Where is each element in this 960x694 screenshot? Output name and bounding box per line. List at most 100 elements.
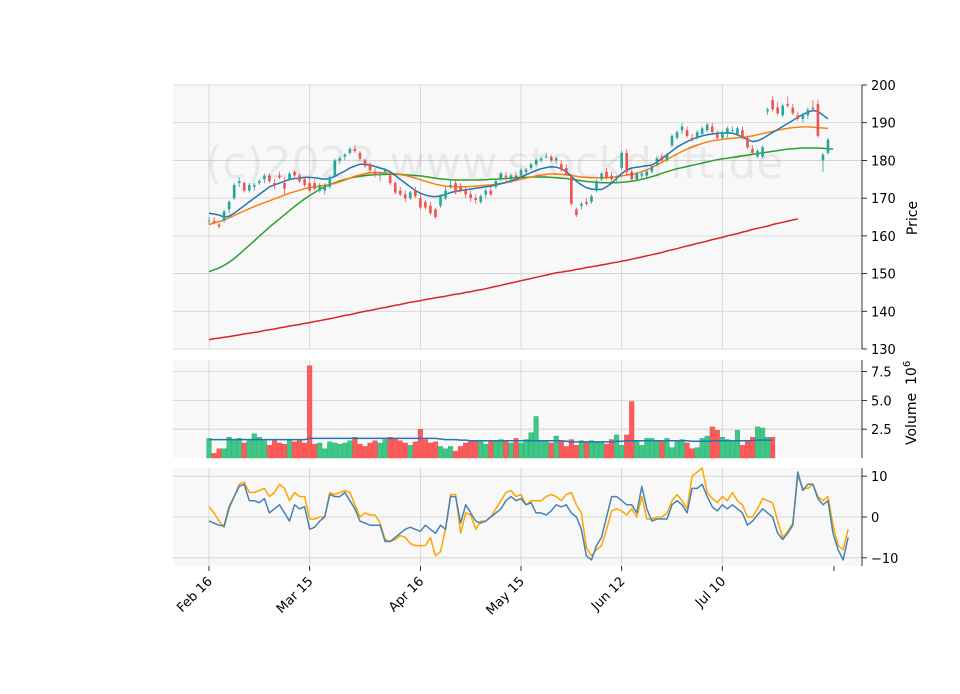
volume-bar: [760, 427, 766, 459]
candle-body: [368, 164, 372, 170]
volume-bar: [503, 440, 509, 459]
candle-body: [323, 186, 327, 191]
candle-body: [791, 107, 795, 114]
candle-body: [554, 158, 558, 161]
volume-axis-label: Volume: [904, 393, 920, 445]
candle-body: [610, 175, 613, 180]
volume-bar: [342, 442, 348, 459]
candle-body: [459, 186, 462, 191]
candle-body: [419, 198, 422, 208]
candle-body: [715, 134, 719, 138]
volume-bar: [372, 440, 378, 459]
candle-body: [781, 105, 785, 116]
price-y-tick-label: 200: [871, 79, 896, 94]
candle-body: [414, 190, 417, 197]
volume-bar: [639, 445, 645, 459]
candle-body: [504, 175, 508, 178]
volume-bar: [619, 445, 625, 459]
volume-bar: [221, 448, 227, 459]
volume-bar: [674, 441, 680, 459]
volume-bar: [599, 441, 605, 459]
price-y-tick-label: 160: [871, 230, 896, 245]
candle-body: [645, 171, 649, 176]
volume-bar: [236, 438, 242, 459]
volume-bar: [568, 439, 574, 459]
volume-bar: [724, 439, 730, 459]
candle-body: [766, 109, 769, 112]
candle-body: [484, 190, 488, 195]
candle-body: [388, 175, 392, 184]
candle-body: [590, 196, 593, 202]
volume-bar: [563, 446, 569, 459]
candle-body: [605, 171, 608, 178]
ma-red-line: [208, 218, 798, 341]
volume-bar: [744, 441, 750, 459]
volume-y-tick-label: 7.5: [871, 366, 892, 381]
candle-body: [680, 126, 684, 131]
candle-body: [736, 128, 739, 135]
price-y-tick-label: 170: [871, 192, 896, 207]
volume-bar: [644, 438, 650, 459]
candle-body: [348, 149, 352, 153]
volume-bar: [287, 439, 293, 459]
volume-bar: [206, 438, 212, 459]
candle-body: [217, 224, 221, 227]
candle-body: [751, 149, 754, 153]
candle-body: [278, 175, 281, 178]
volume-bar: [654, 441, 660, 459]
candle-body: [207, 220, 211, 222]
price-axis-label: Price: [905, 201, 921, 235]
candle-body: [298, 175, 301, 182]
x-tick-label: Feb 16: [174, 574, 216, 616]
volume-bar: [211, 453, 217, 459]
volume-bar: [297, 439, 303, 459]
candle-body: [449, 184, 452, 187]
candle-body: [464, 190, 467, 195]
candle-body: [212, 220, 216, 223]
volume-bar: [770, 437, 776, 459]
candle-body: [429, 205, 432, 214]
volume-bar: [246, 440, 252, 459]
volume-bar: [714, 430, 720, 459]
candle-body: [242, 183, 246, 191]
candle-body: [731, 130, 734, 132]
candle-body: [283, 183, 286, 189]
candle-body: [726, 128, 729, 135]
x-tick-label: Apr 16: [386, 574, 427, 615]
volume-bar: [231, 439, 237, 459]
volume-bar: [458, 446, 464, 459]
volume-bar: [749, 437, 756, 459]
candle-body: [434, 209, 437, 217]
volume-bar: [538, 440, 544, 459]
candle-body: [358, 152, 362, 159]
candle-body: [353, 149, 357, 151]
candle-body: [721, 132, 724, 138]
price-y-tick-label: 140: [871, 305, 896, 320]
volume-bar: [266, 445, 272, 459]
candle-body: [509, 175, 513, 180]
volume-bar: [548, 442, 554, 459]
volume-bar: [709, 426, 715, 459]
volume-bar: [649, 438, 655, 459]
volume-bar: [593, 441, 600, 459]
volume-bar: [412, 441, 418, 459]
volume-bar: [669, 447, 675, 459]
volume-bar: [322, 448, 328, 459]
volume-bar: [256, 437, 262, 459]
watermark: (c)2023 www.stockdrift.de: [205, 138, 783, 189]
candle-body: [313, 183, 316, 189]
volume-bar: [281, 443, 288, 459]
volume-bar: [387, 437, 393, 459]
candle-body: [328, 177, 332, 187]
volume-bar: [553, 435, 559, 459]
candle-body: [565, 167, 568, 174]
volume-bar: [483, 443, 489, 459]
candle-body: [670, 135, 674, 146]
candle-body: [595, 181, 598, 191]
osc-blue-line: [208, 471, 849, 561]
x-tick-label: Mar 15: [274, 574, 317, 617]
volume-bar: [493, 441, 499, 459]
candle-body: [801, 115, 805, 119]
candle-body: [524, 169, 528, 172]
